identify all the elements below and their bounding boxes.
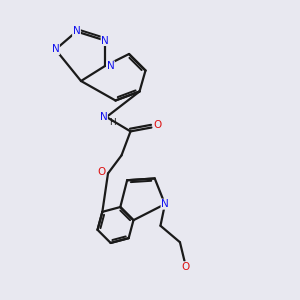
Text: N: N [100,112,107,122]
Text: N: N [101,35,109,46]
Text: O: O [153,120,162,130]
Text: N: N [52,44,59,55]
Text: O: O [182,262,190,272]
Text: N: N [161,199,169,209]
Text: N: N [73,26,80,37]
Text: O: O [97,167,106,177]
Text: H: H [109,118,116,127]
Text: N: N [106,61,114,71]
